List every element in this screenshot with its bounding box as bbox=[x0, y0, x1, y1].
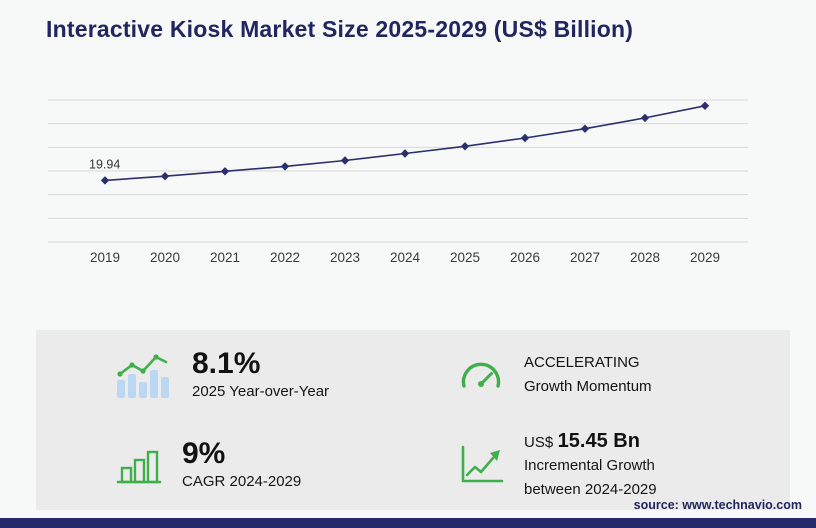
stat-incremental-text: US$ 15.45 Bn Incremental Growth between … bbox=[524, 430, 657, 500]
incremental-currency: US$ bbox=[524, 434, 554, 452]
incremental-label-line2: between 2024-2029 bbox=[524, 480, 657, 498]
growth-arrow-icon bbox=[461, 445, 504, 483]
momentum-line2: Growth Momentum bbox=[524, 378, 652, 395]
svg-text:2027: 2027 bbox=[570, 250, 600, 265]
incremental-amount: US$ 15.45 Bn bbox=[524, 430, 657, 453]
footer-bar bbox=[0, 518, 816, 528]
svg-text:2023: 2023 bbox=[330, 250, 360, 265]
source-credit: source: www.technavio.com bbox=[633, 498, 802, 512]
svg-text:2029: 2029 bbox=[690, 250, 720, 265]
svg-text:2019: 2019 bbox=[90, 250, 120, 265]
svg-text:2022: 2022 bbox=[270, 250, 300, 265]
cagr-label: CAGR 2024-2029 bbox=[182, 473, 302, 491]
stat-yoy-text: 8.1% 2025 Year-over-Year bbox=[192, 348, 329, 403]
yoy-value: 8.1% bbox=[192, 346, 261, 380]
momentum-line1: ACCELERATING bbox=[524, 354, 640, 371]
svg-text:2026: 2026 bbox=[510, 250, 540, 265]
svg-text:2024: 2024 bbox=[390, 250, 421, 265]
growth-bars-icon bbox=[117, 354, 169, 398]
cagr-value: 9% bbox=[182, 436, 226, 470]
incremental-label-line1: Incremental Growth bbox=[524, 457, 655, 475]
bar-chart-icon bbox=[116, 450, 162, 484]
chart-area: 2019 2020 2021 2022 2023 2024 2025 2026 2027 2028… bbox=[48, 92, 748, 270]
svg-text:2025: 2025 bbox=[450, 250, 480, 265]
incremental-value: 15.45 Bn bbox=[557, 430, 640, 453]
stat-cagr: 9% CAGR 2024-2029 bbox=[36, 420, 413, 510]
stat-yoy: 8.1% 2025 Year-over-Year bbox=[36, 330, 413, 420]
yoy-label: 2025 Year-over-Year bbox=[192, 383, 330, 401]
stat-incremental: US$ 15.45 Bn Incremental Growth between … bbox=[413, 420, 790, 510]
stat-momentum: ACCELERATING Growth Momentum bbox=[413, 330, 790, 420]
page-title: Interactive Kiosk Market Size 2025-2029 … bbox=[46, 16, 634, 42]
stats-panel: 8.1% 2025 Year-over-Year ACCELERATING Gr… bbox=[36, 330, 790, 510]
stat-cagr-text: 9% CAGR 2024-2029 bbox=[182, 438, 301, 493]
svg-text:2020: 2020 bbox=[150, 250, 180, 265]
stat-momentum-text: ACCELERATING Growth Momentum bbox=[524, 351, 652, 399]
speedometer-icon bbox=[461, 362, 501, 388]
svg-text:19.94: 19.94 bbox=[89, 157, 120, 171]
svg-text:2028: 2028 bbox=[630, 250, 660, 265]
market-line-chart: 2019 2020 2021 2022 2023 2024 2025 2026 2027 2028… bbox=[48, 99, 748, 265]
svg-text:2021: 2021 bbox=[210, 250, 240, 265]
